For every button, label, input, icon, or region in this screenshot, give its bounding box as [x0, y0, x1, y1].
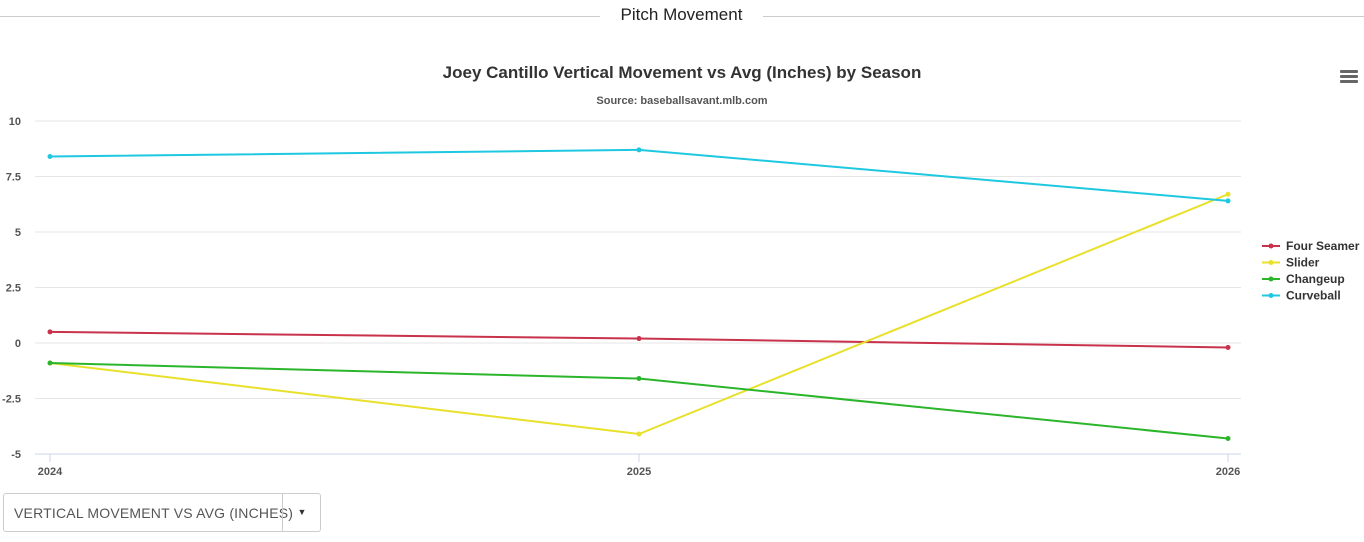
- legend-marker: [1268, 293, 1274, 298]
- series-line-curveball[interactable]: [49, 148, 1229, 202]
- data-point[interactable]: [636, 431, 642, 437]
- data-point[interactable]: [47, 360, 53, 366]
- data-point[interactable]: [1225, 435, 1231, 441]
- y-tick-label: -2.5: [2, 394, 21, 406]
- section-title: Pitch Movement: [620, 5, 743, 24]
- grid-lines: [35, 120, 1241, 399]
- x-axis: 2024 2025 2026: [35, 453, 1241, 478]
- header-rule-right: [763, 16, 1364, 17]
- data-point[interactable]: [636, 336, 642, 342]
- legend-marker: [1268, 243, 1274, 249]
- data-point[interactable]: [636, 376, 642, 382]
- data-point[interactable]: [636, 147, 642, 153]
- y-tick-label: 5: [15, 227, 21, 239]
- section-header: Pitch Movement: [0, 0, 1364, 34]
- x-tick-label: 2026: [1216, 466, 1240, 478]
- data-point[interactable]: [47, 329, 53, 335]
- y-tick-label: 7.5: [6, 172, 21, 184]
- menu-button[interactable]: [1336, 66, 1362, 88]
- select-divider: [282, 494, 283, 531]
- series-line-changeup[interactable]: [49, 361, 1229, 440]
- chart-container: Joey Cantillo Vertical Movement vs Avg (…: [0, 40, 1364, 480]
- y-tick-label: 10: [9, 116, 21, 128]
- legend-item-slider[interactable]: Slider: [1262, 256, 1320, 270]
- header-rule-left: [0, 16, 600, 17]
- menu-bar-middle: [1340, 75, 1358, 78]
- legend-item-four-seamer[interactable]: Four Seamer: [1262, 239, 1360, 253]
- legend-label: Slider: [1286, 256, 1320, 270]
- chart-subtitle: Source: baseballsavant.mlb.com: [596, 95, 767, 107]
- legend-label: Four Seamer: [1286, 239, 1360, 253]
- menu-bar-top: [1340, 70, 1358, 73]
- x-tick-label: 2024: [38, 466, 63, 478]
- series-group: [47, 147, 1231, 441]
- y-tick-label: 2.5: [6, 283, 21, 295]
- data-point[interactable]: [47, 154, 53, 160]
- x-tick-label: 2025: [627, 466, 651, 478]
- legend: Four Seamer Slider Changeup Curveball: [1262, 239, 1360, 303]
- legend-item-changeup[interactable]: Changeup: [1262, 272, 1345, 286]
- data-point[interactable]: [1225, 344, 1231, 350]
- data-point[interactable]: [1225, 191, 1231, 197]
- y-tick-label: -5: [11, 449, 21, 461]
- metric-select-value: VERTICAL MOVEMENT VS AVG (INCHES): [14, 505, 294, 521]
- menu-bar-bottom: [1340, 80, 1358, 83]
- y-axis: 10 7.5 5 2.5 0 -2.5 -5: [2, 116, 21, 461]
- y-tick-label: 0: [15, 338, 21, 350]
- line-chart: Joey Cantillo Vertical Movement vs Avg (…: [2, 63, 1362, 478]
- legend-label: Changeup: [1286, 272, 1345, 286]
- legend-item-curveball[interactable]: Curveball: [1262, 289, 1341, 303]
- legend-marker: [1268, 260, 1274, 265]
- metric-select[interactable]: VERTICAL MOVEMENT VS AVG (INCHES) ▼: [3, 493, 321, 532]
- chart-title: Joey Cantillo Vertical Movement vs Avg (…: [443, 63, 922, 82]
- legend-marker: [1268, 276, 1274, 282]
- legend-label: Curveball: [1286, 289, 1341, 303]
- caret-down-icon[interactable]: ▼: [297, 507, 307, 517]
- data-point[interactable]: [1225, 198, 1231, 204]
